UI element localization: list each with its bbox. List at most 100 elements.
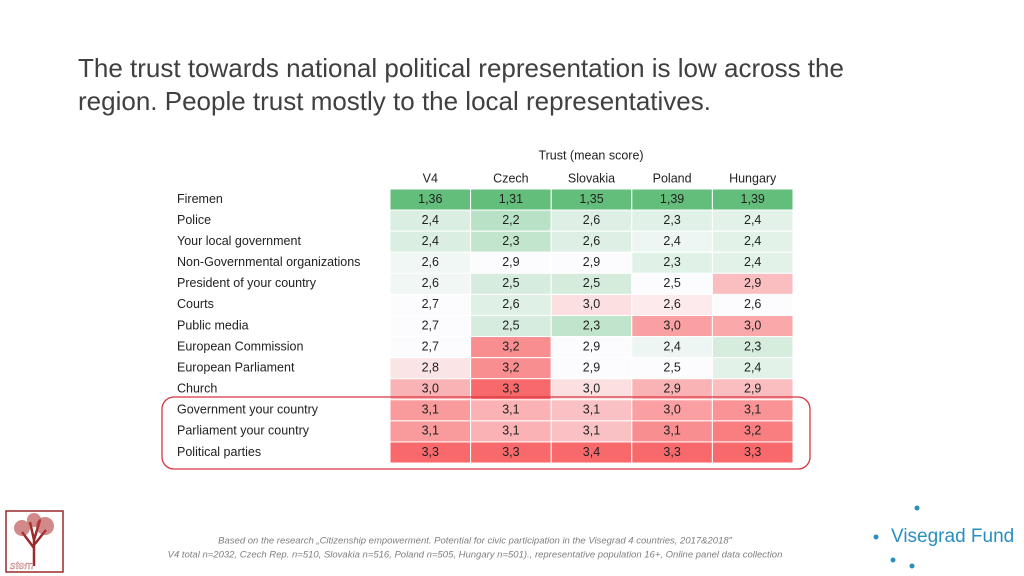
row-label: Courts <box>177 297 214 311</box>
cell-bg <box>711 441 794 464</box>
cell-value: 2,4 <box>663 234 680 248</box>
cell-value: 3,0 <box>744 318 761 332</box>
cell-value: 2,9 <box>502 255 519 269</box>
cell-value: 2,9 <box>744 382 761 396</box>
logo-leaf <box>27 513 41 527</box>
cell-value: 2,5 <box>583 276 600 290</box>
cell-value: 3,1 <box>502 424 519 438</box>
title-line: The trust towards national political rep… <box>78 53 844 83</box>
cell-value: 2,6 <box>422 255 439 269</box>
cell-value: 2,5 <box>663 276 680 290</box>
cell-value: 3,1 <box>663 424 680 438</box>
column-header: Czech <box>493 171 528 185</box>
cell-value: 2,9 <box>583 339 600 353</box>
cell-value: 2,9 <box>583 255 600 269</box>
cell-value: 1,31 <box>499 192 523 206</box>
row-label: European Parliament <box>177 360 295 374</box>
cell-value: 2,6 <box>502 297 519 311</box>
cell-value: 3,1 <box>583 424 600 438</box>
cell-value: 2,4 <box>422 213 439 227</box>
column-header: Poland <box>653 171 692 185</box>
cell-value: 2,4 <box>744 255 761 269</box>
cell-value: 2,3 <box>502 234 519 248</box>
row-label: European Commission <box>177 339 303 353</box>
cell-value: 3,0 <box>422 382 439 396</box>
cell-value: 3,0 <box>583 297 600 311</box>
cell-value: 3,4 <box>583 445 600 459</box>
cell-value: 3,2 <box>502 360 519 374</box>
cell-value: 2,5 <box>663 360 680 374</box>
logo-text: Visegrad Fund <box>891 526 1014 547</box>
row-label: Police <box>177 213 211 227</box>
stem-logo: stem <box>5 510 64 573</box>
cell-value: 2,4 <box>422 234 439 248</box>
cell-value: 2,3 <box>663 255 680 269</box>
visegrad-logo: Visegrad Fund <box>873 505 1014 569</box>
cell-value: 2,7 <box>422 297 439 311</box>
cell-value: 3,3 <box>744 445 761 459</box>
cell-value: 3,1 <box>502 403 519 417</box>
logo-text: stem <box>10 560 34 572</box>
row-label: Non-Governmental organizations <box>177 255 360 269</box>
row-label: Political parties <box>177 445 261 459</box>
title-line: region. People trust mostly to the local… <box>78 86 711 116</box>
column-header: V4 <box>423 171 438 185</box>
cell-value: 3,3 <box>422 445 439 459</box>
cell-value: 2,5 <box>502 318 519 332</box>
row-label: President of your country <box>177 276 317 290</box>
column-header: Hungary <box>729 171 777 185</box>
logo-tree <box>21 519 47 566</box>
cell-value: 3,0 <box>583 382 600 396</box>
cell-value: 2,2 <box>502 213 519 227</box>
cell-value: 3,3 <box>663 445 680 459</box>
cell-value: 2,6 <box>744 297 761 311</box>
row-label: Government your country <box>177 403 319 417</box>
cell-value: 1,36 <box>418 192 442 206</box>
logo-leaf <box>14 520 30 536</box>
cell-value: 2,6 <box>422 276 439 290</box>
cell-value: 3,1 <box>422 403 439 417</box>
cell-value: 2,3 <box>663 213 680 227</box>
cell-value: 3,0 <box>663 318 680 332</box>
row-label: Public media <box>177 318 249 332</box>
cell-value: 2,4 <box>663 339 680 353</box>
footnote: Based on the research „Citizenship empow… <box>218 536 732 547</box>
cell-value: 1,35 <box>579 192 603 206</box>
cell-value: 2,6 <box>663 297 680 311</box>
cell-value: 2,4 <box>744 213 761 227</box>
row-label: Church <box>177 382 217 396</box>
cell-value: 3,1 <box>422 424 439 438</box>
cell-value: 3,1 <box>744 403 761 417</box>
row-label: Firemen <box>177 192 223 206</box>
cell-value: 3,0 <box>663 403 680 417</box>
row-label: Your local government <box>177 234 301 248</box>
cell-value: 3,2 <box>744 424 761 438</box>
cell-value: 2,7 <box>422 339 439 353</box>
cell-value: 2,4 <box>744 360 761 374</box>
cell-value: 3,3 <box>502 382 519 396</box>
logo-dot <box>873 534 879 540</box>
cell-value: 2,8 <box>422 360 439 374</box>
cell-value: 2,4 <box>744 234 761 248</box>
logo-dot <box>890 557 896 563</box>
column-header: Slovakia <box>568 171 615 185</box>
cell-value: 1,39 <box>660 192 684 206</box>
cell-value: 2,6 <box>583 213 600 227</box>
cell-value: 2,9 <box>663 382 680 396</box>
highlight-box <box>161 396 811 470</box>
cell-value: 2,6 <box>583 234 600 248</box>
logo-dot <box>914 505 920 511</box>
cell-value: 2,3 <box>583 318 600 332</box>
cell-value: 2,9 <box>583 360 600 374</box>
table: V4 Czech Slovakia Poland Hungary Firemen 1,36 1… <box>177 171 794 464</box>
logo-dot <box>909 563 915 569</box>
cell-value: 2,7 <box>422 318 439 332</box>
cell-value: 3,3 <box>502 445 519 459</box>
row-label: Parliament your country <box>177 424 310 438</box>
cell-value: 2,3 <box>744 339 761 353</box>
cell-value: 2,9 <box>744 276 761 290</box>
cell-value: 3,2 <box>502 339 519 353</box>
footnote: V4 total n=2032, Czech Rep. n=510, Slova… <box>168 550 783 561</box>
cell-value: 3,1 <box>583 403 600 417</box>
